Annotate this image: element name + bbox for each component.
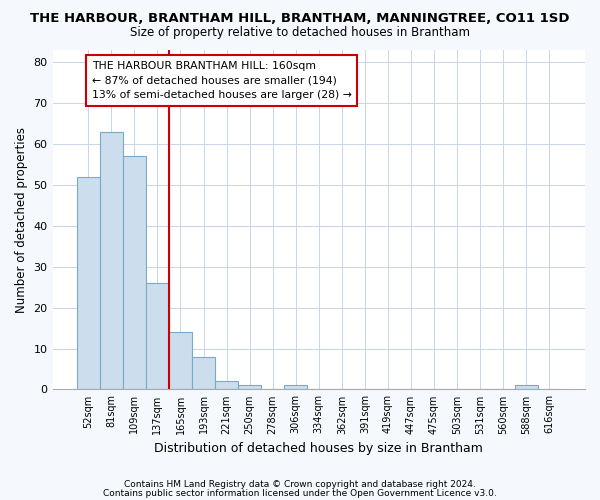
Text: THE HARBOUR BRANTHAM HILL: 160sqm
← 87% of detached houses are smaller (194)
13%: THE HARBOUR BRANTHAM HILL: 160sqm ← 87% … bbox=[92, 61, 352, 100]
Text: Contains HM Land Registry data © Crown copyright and database right 2024.: Contains HM Land Registry data © Crown c… bbox=[124, 480, 476, 489]
Text: Size of property relative to detached houses in Brantham: Size of property relative to detached ho… bbox=[130, 26, 470, 39]
Bar bbox=[169, 332, 192, 390]
Bar bbox=[100, 132, 123, 390]
Text: THE HARBOUR, BRANTHAM HILL, BRANTHAM, MANNINGTREE, CO11 1SD: THE HARBOUR, BRANTHAM HILL, BRANTHAM, MA… bbox=[30, 12, 570, 26]
Y-axis label: Number of detached properties: Number of detached properties bbox=[15, 126, 28, 312]
X-axis label: Distribution of detached houses by size in Brantham: Distribution of detached houses by size … bbox=[154, 442, 483, 455]
Text: Contains public sector information licensed under the Open Government Licence v3: Contains public sector information licen… bbox=[103, 488, 497, 498]
Bar bbox=[77, 177, 100, 390]
Bar bbox=[284, 386, 307, 390]
Bar bbox=[515, 386, 538, 390]
Bar bbox=[192, 356, 215, 390]
Bar bbox=[146, 283, 169, 390]
Bar bbox=[215, 382, 238, 390]
Bar bbox=[123, 156, 146, 390]
Bar bbox=[238, 386, 261, 390]
